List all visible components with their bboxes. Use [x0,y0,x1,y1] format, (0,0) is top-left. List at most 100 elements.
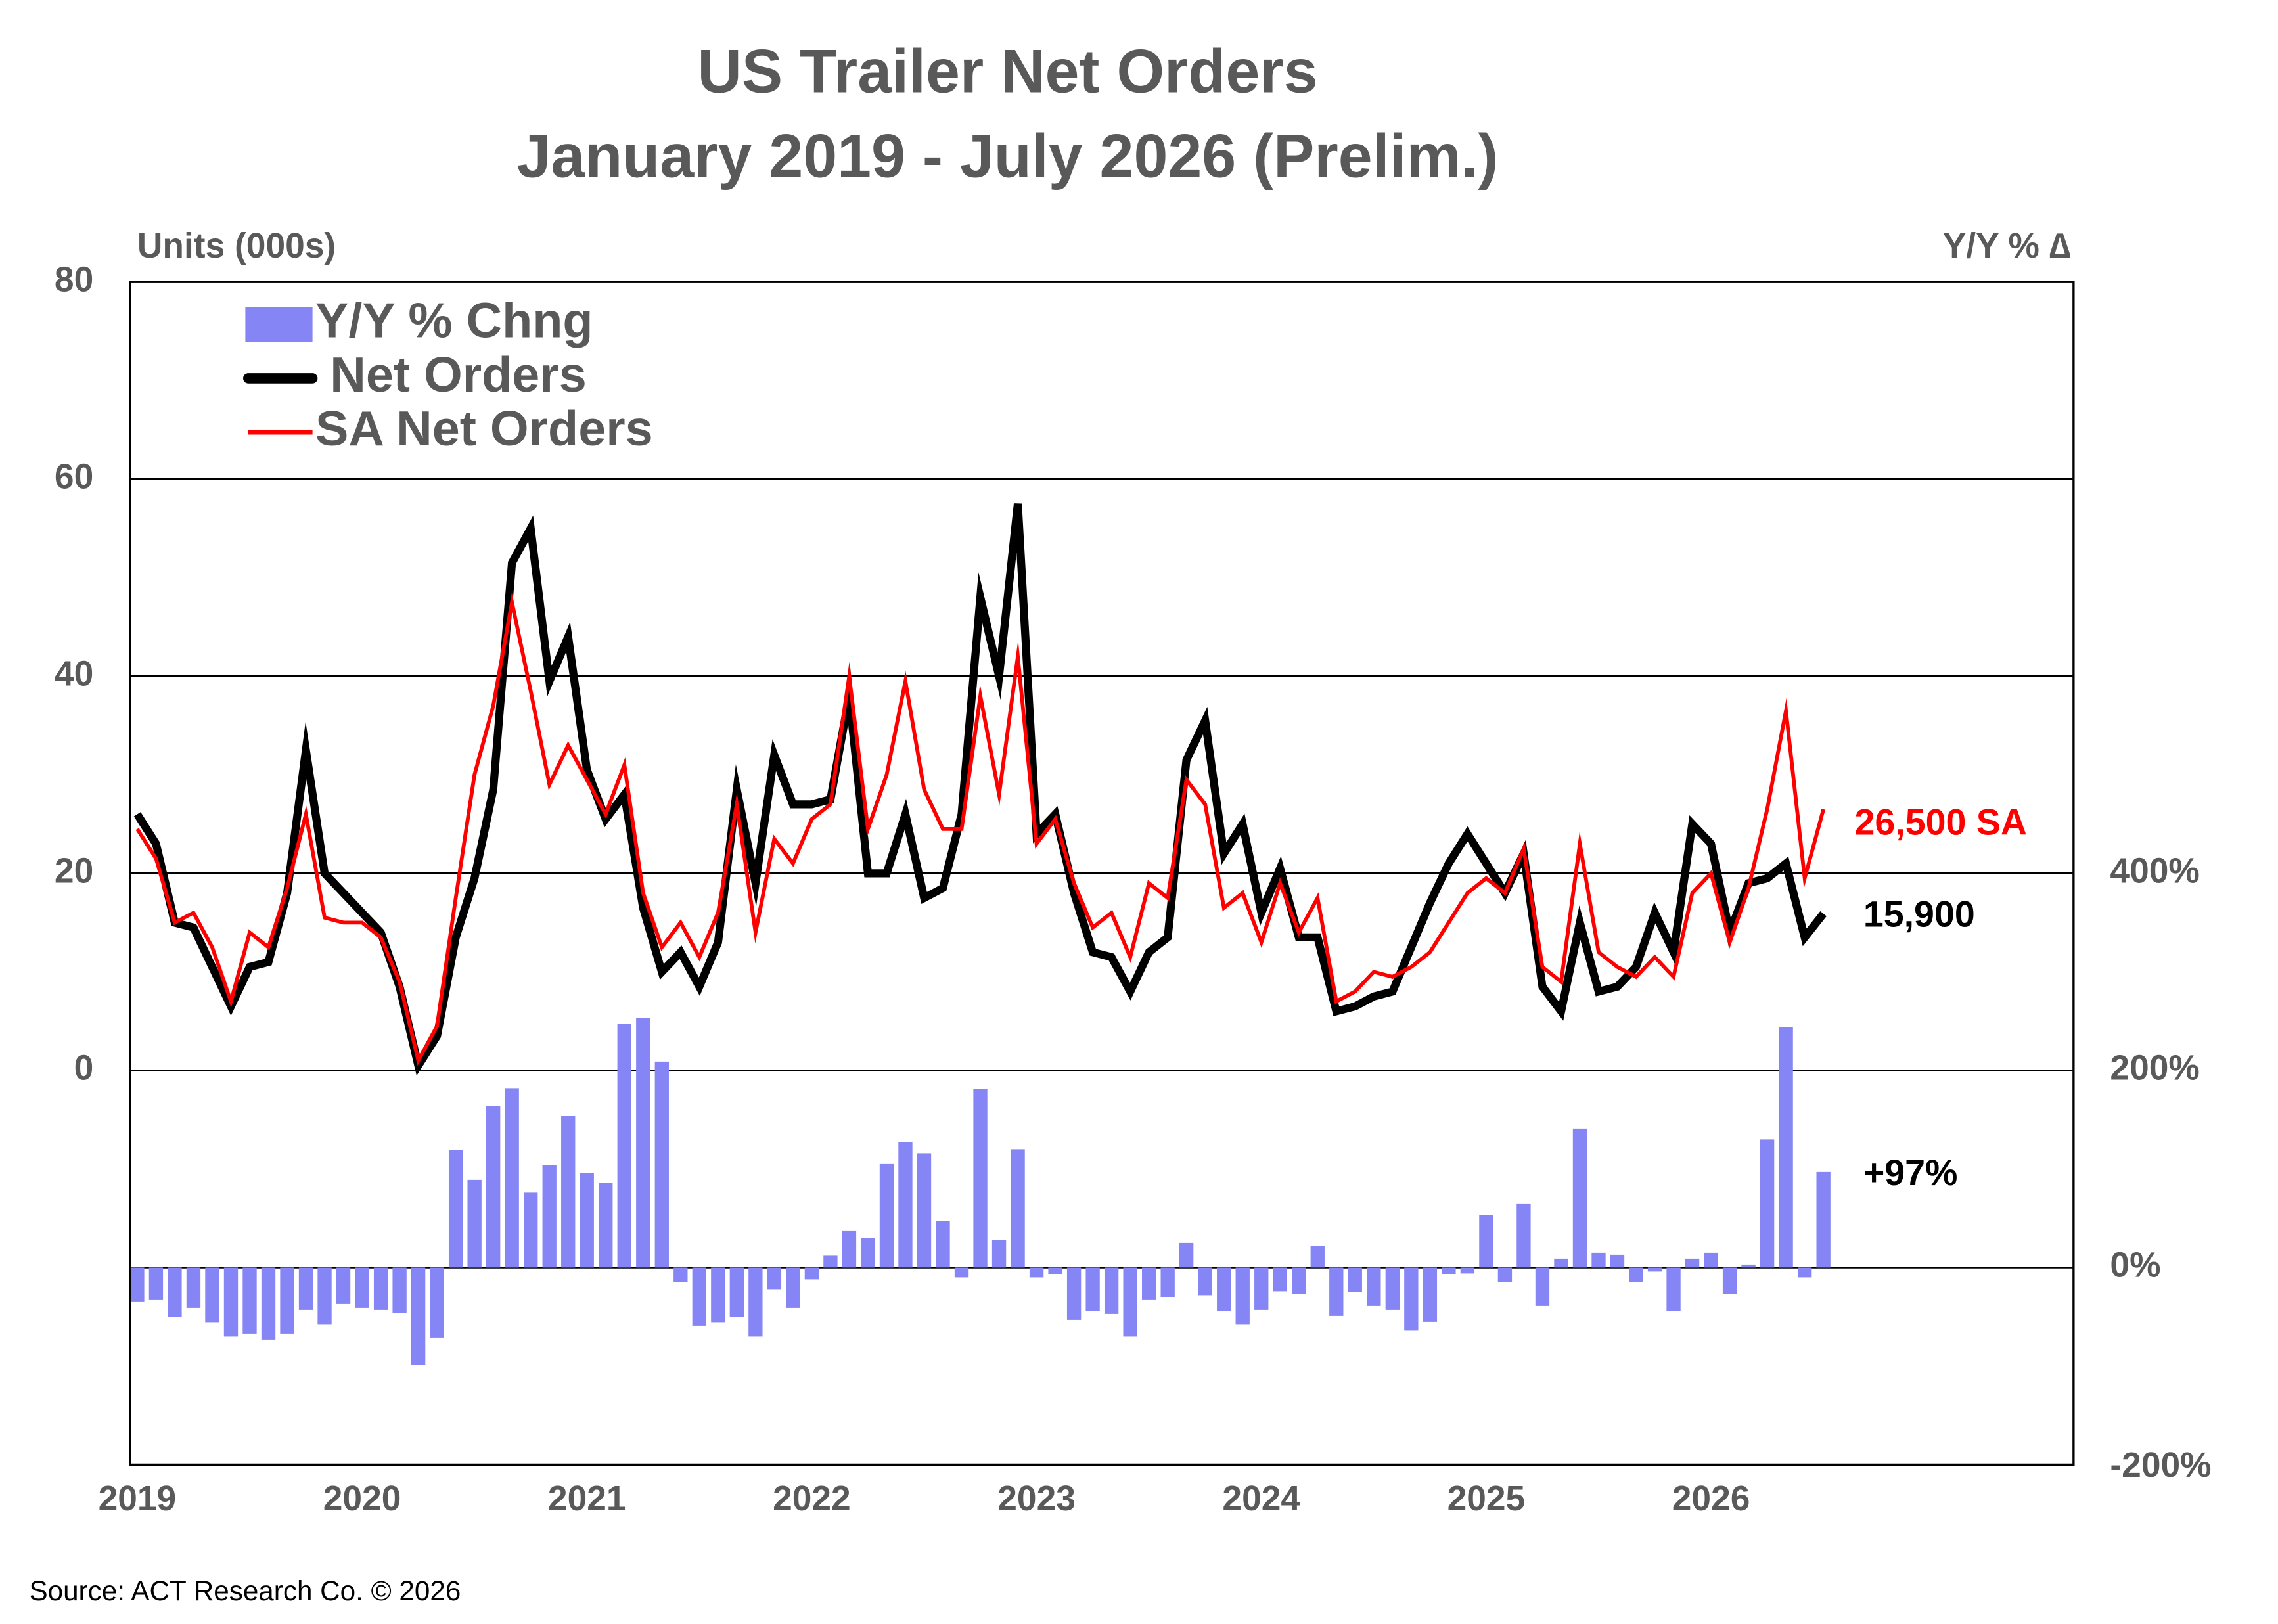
bar [298,1267,313,1310]
plot-frame [129,281,2075,1466]
bar [1310,1246,1325,1268]
bar [168,1267,182,1317]
x-tick-label: 2022 [773,1479,851,1518]
chart-title: US Trailer Net Orders [697,37,1317,106]
bar [486,1106,501,1268]
bar [1535,1267,1550,1306]
bar [205,1267,219,1323]
bar [1423,1267,1438,1322]
bar [392,1267,407,1313]
bar [767,1267,782,1290]
legend-swatch [245,307,313,342]
bar [430,1267,444,1338]
bar [1367,1267,1381,1306]
bar [1160,1267,1175,1297]
bar [1554,1258,1568,1268]
bar [1011,1149,1025,1268]
bar [1348,1267,1362,1292]
line-series [133,503,1827,1076]
bar [1722,1267,1737,1294]
bar [898,1142,913,1268]
bar [1141,1267,1156,1300]
source-note: Source: ACT Research Co. © 2026 [29,1575,461,1606]
bar [448,1150,463,1268]
bar [261,1267,276,1340]
bar [1404,1267,1419,1331]
bar [617,1024,631,1268]
x-tick-label: 2023 [997,1479,1076,1518]
bar [692,1267,706,1326]
bar [1516,1203,1531,1268]
bar [786,1267,800,1308]
bar [1198,1267,1212,1296]
bar [991,1240,1007,1268]
bar [1179,1242,1194,1268]
bar [954,1267,969,1278]
bar [1629,1267,1643,1282]
bar [355,1267,369,1308]
bar [1647,1267,1662,1272]
bar [1741,1264,1756,1268]
x-tick-label: 2019 [99,1479,177,1518]
x-tick-label: 2021 [548,1479,626,1518]
bar [936,1221,950,1268]
bar [1479,1215,1493,1268]
bar [823,1255,838,1268]
bar [467,1179,482,1268]
bar [1572,1128,1587,1268]
bar [599,1183,613,1268]
y2-axis-label: Y/Y % ∆ [1943,227,2071,265]
y-tick-label: 0 [74,1049,94,1087]
y2-tick-label: 200% [2110,1049,2199,1087]
chart-subtitle: January 2019 - July 2026 (Prelim.) [516,122,1498,190]
y2-tick-label: 0% [2110,1246,2160,1284]
bar [411,1267,426,1365]
legend-label: Net Orders [330,348,586,403]
bar [973,1089,988,1268]
bar [148,1267,164,1300]
bar [336,1267,351,1304]
bar [1610,1254,1625,1268]
y2-tick-label: -200% [2110,1446,2211,1485]
bar [729,1267,744,1317]
bar [1273,1267,1287,1292]
y-tick-label: 80 [55,260,93,299]
bar [1442,1267,1456,1274]
bar [542,1165,557,1268]
bar [1048,1267,1062,1274]
bar [1066,1267,1082,1320]
bar [1085,1267,1100,1311]
annotation: +97% [1863,1152,1958,1193]
x-tick-label: 2025 [1447,1479,1526,1518]
bar [1029,1267,1044,1278]
annotation: 26,500 SA [1854,802,2027,843]
bar [1254,1267,1269,1310]
bar [1217,1267,1231,1311]
bar [1797,1267,1812,1278]
bar [917,1153,932,1268]
bar [861,1238,875,1268]
bar [1292,1267,1306,1294]
y-axis-label: Units (000s) [137,227,336,265]
bar [561,1116,576,1268]
bar [1123,1267,1137,1337]
bar [748,1267,763,1337]
bar [1666,1267,1681,1311]
y2-tick-label: 400% [2110,851,2199,890]
legend-label: Y/Y % Chng [315,294,593,349]
bar [1704,1252,1718,1268]
y-tick-label: 40 [55,654,93,693]
x-tick-label: 2024 [1222,1479,1300,1518]
bar [1329,1267,1344,1316]
bar [654,1061,669,1268]
bar [1760,1139,1775,1268]
x-tick-label: 2026 [1672,1479,1750,1518]
bar [879,1163,894,1268]
bar [842,1230,857,1268]
bar [673,1267,688,1282]
bar [1497,1267,1513,1282]
bar [1816,1171,1831,1268]
bar [280,1267,294,1334]
